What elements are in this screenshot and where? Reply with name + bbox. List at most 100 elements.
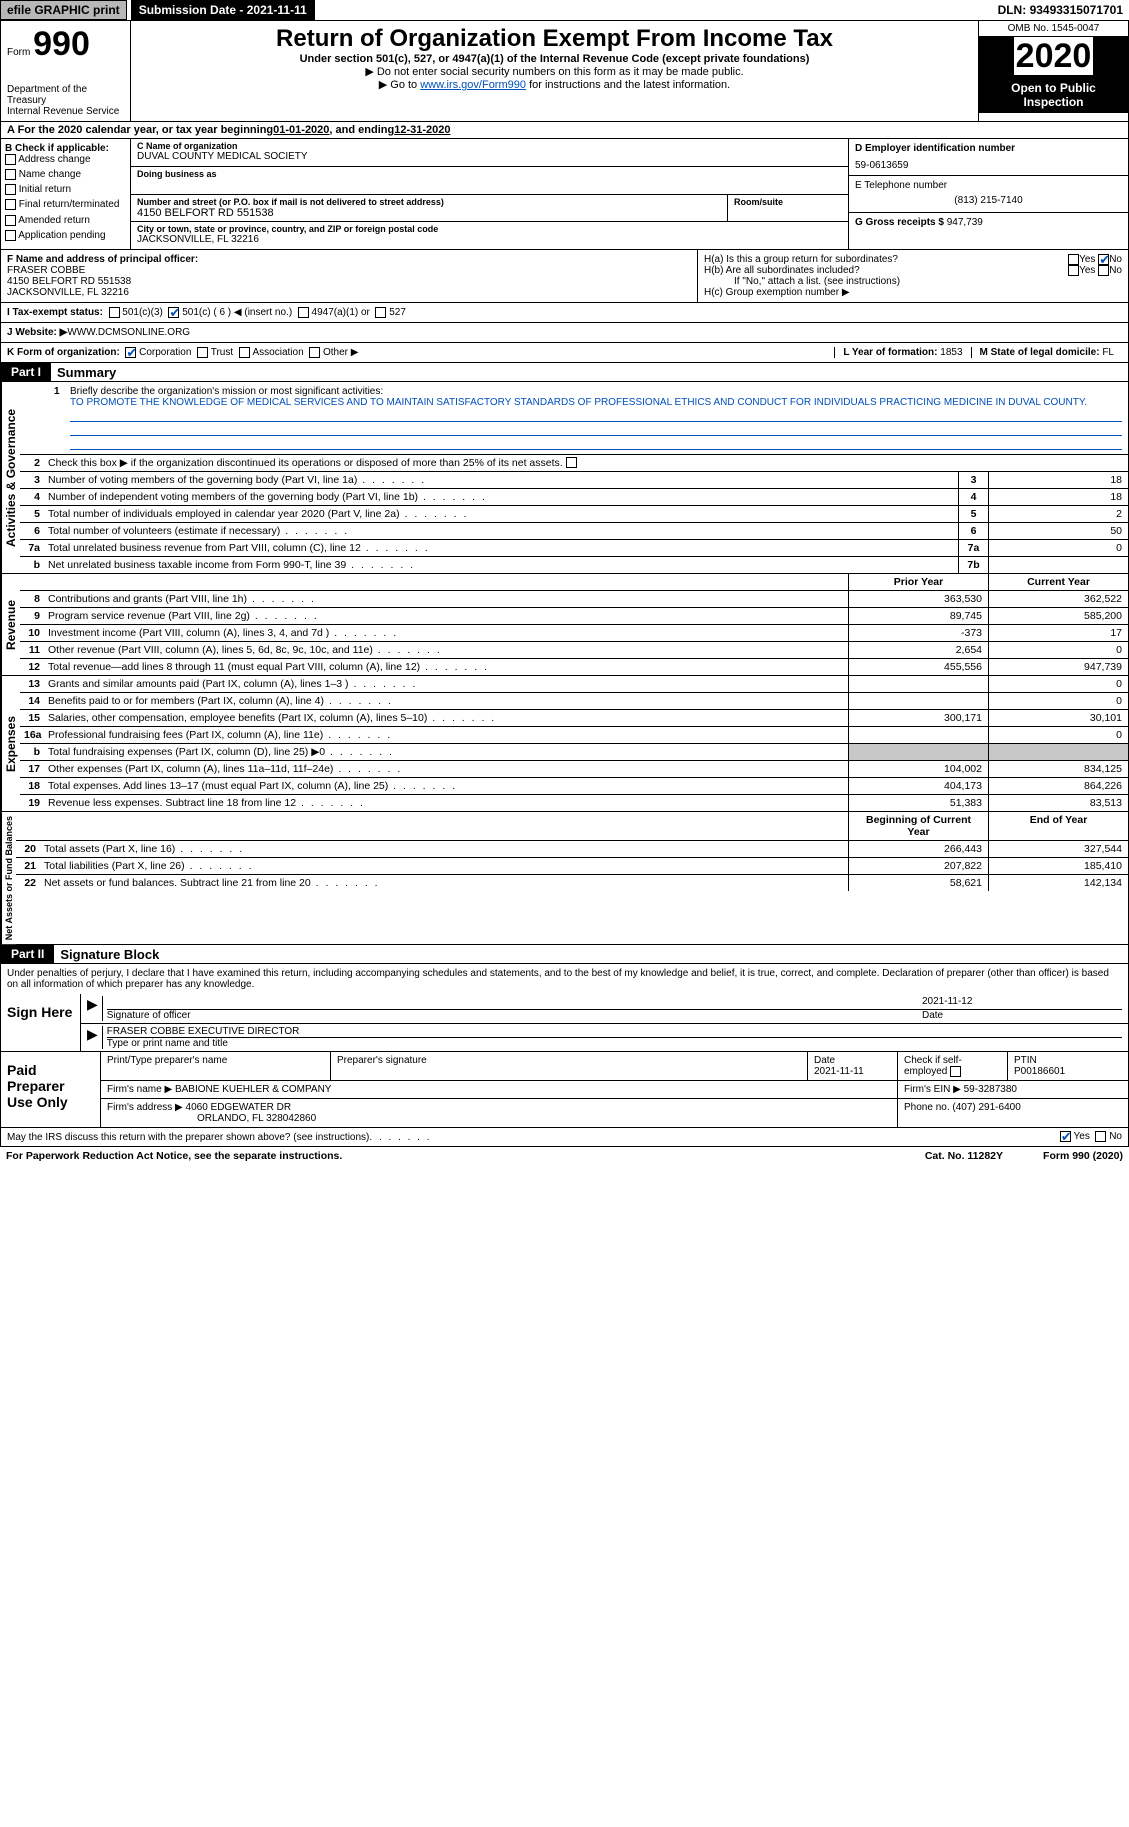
q2-check[interactable] bbox=[566, 457, 577, 468]
check-name-change[interactable]: Name change bbox=[5, 169, 126, 180]
check-app-pending[interactable]: Application pending bbox=[5, 230, 126, 241]
ha-yes[interactable] bbox=[1068, 254, 1079, 265]
box-h: H(a) Is this a group return for subordin… bbox=[698, 250, 1128, 302]
check-final-return[interactable]: Final return/terminated bbox=[5, 199, 126, 210]
current-value: 83,513 bbox=[988, 795, 1128, 811]
prior-value: 300,171 bbox=[848, 710, 988, 726]
row-value: 0 bbox=[988, 540, 1128, 556]
entity-info-block: B Check if applicable: Address change Na… bbox=[0, 139, 1129, 250]
row-value: 50 bbox=[988, 523, 1128, 539]
row-k: K Form of organization: Corporation Trus… bbox=[0, 343, 1129, 363]
k-other[interactable] bbox=[309, 347, 320, 358]
arrow-icon: ▶ bbox=[87, 996, 98, 1021]
governance-section: Activities & Governance 1 Briefly descri… bbox=[0, 382, 1129, 574]
k-trust[interactable] bbox=[197, 347, 208, 358]
current-value: 834,125 bbox=[988, 761, 1128, 777]
cat-no: Cat. No. 11282Y bbox=[925, 1150, 1003, 1162]
col-current-year: Current Year bbox=[988, 574, 1128, 590]
form-title-block: Return of Organization Exempt From Incom… bbox=[131, 21, 978, 121]
page-footer: For Paperwork Reduction Act Notice, see … bbox=[0, 1147, 1129, 1165]
k-assoc[interactable] bbox=[239, 347, 250, 358]
current-value: 0 bbox=[988, 693, 1128, 709]
table-row: 10 Investment income (Part VIII, column … bbox=[20, 625, 1128, 642]
firm-phone: (407) 291-6400 bbox=[952, 1102, 1020, 1113]
self-employed-check[interactable] bbox=[950, 1066, 961, 1077]
table-row: 17 Other expenses (Part IX, column (A), … bbox=[20, 761, 1128, 778]
netassets-section: Net Assets or Fund Balances Beginning of… bbox=[0, 812, 1129, 945]
i-4947[interactable] bbox=[298, 307, 309, 318]
current-value: 585,200 bbox=[988, 608, 1128, 624]
current-value: 17 bbox=[988, 625, 1128, 641]
year-formation: 1853 bbox=[940, 347, 962, 358]
org-city: JACKSONVILLE, FL 32216 bbox=[137, 234, 842, 245]
org-name: DUVAL COUNTY MEDICAL SOCIETY bbox=[137, 151, 842, 162]
prior-value bbox=[848, 693, 988, 709]
omb-number: OMB No. 1545-0047 bbox=[979, 21, 1128, 37]
irs-discuss-no[interactable] bbox=[1095, 1131, 1106, 1142]
table-row: b Total fundraising expenses (Part IX, c… bbox=[20, 744, 1128, 761]
side-label-governance: Activities & Governance bbox=[1, 382, 20, 573]
table-row: 18 Total expenses. Add lines 13–17 (must… bbox=[20, 778, 1128, 795]
preparer-date: 2021-11-11 bbox=[814, 1066, 864, 1077]
ptin: P00186601 bbox=[1014, 1066, 1065, 1077]
col-begin-year: Beginning of Current Year bbox=[848, 812, 988, 840]
side-label-expenses: Expenses bbox=[1, 676, 20, 811]
prior-value: 2,654 bbox=[848, 642, 988, 658]
row-i: I Tax-exempt status: 501(c)(3) 501(c) ( … bbox=[0, 303, 1129, 323]
current-value: 0 bbox=[988, 676, 1128, 692]
row-j: J Website: ▶ WWW.DCMSONLINE.ORG bbox=[0, 323, 1129, 343]
arrow-icon: ▶ bbox=[87, 1026, 98, 1049]
table-row: 8 Contributions and grants (Part VIII, l… bbox=[20, 591, 1128, 608]
mission-text: TO PROMOTE THE KNOWLEDGE OF MEDICAL SERV… bbox=[70, 397, 1087, 408]
table-row: 5 Total number of individuals employed i… bbox=[20, 506, 1128, 523]
prior-value: 58,621 bbox=[848, 875, 988, 891]
col-end-year: End of Year bbox=[988, 812, 1128, 840]
prior-value: 89,745 bbox=[848, 608, 988, 624]
hb-yes[interactable] bbox=[1068, 265, 1079, 276]
current-value: 947,739 bbox=[988, 659, 1128, 675]
col-prior-year: Prior Year bbox=[848, 574, 988, 590]
prior-value bbox=[848, 744, 988, 760]
efile-badge[interactable]: efile GRAPHIC print bbox=[0, 0, 127, 20]
prior-value: 51,383 bbox=[848, 795, 988, 811]
form-title: Return of Organization Exempt From Incom… bbox=[137, 25, 972, 53]
submission-date: Submission Date - 2021-11-11 bbox=[131, 0, 315, 20]
side-label-revenue: Revenue bbox=[1, 574, 20, 675]
hb-no[interactable] bbox=[1098, 265, 1109, 276]
box-b: B Check if applicable: Address change Na… bbox=[1, 139, 131, 249]
table-row: 13 Grants and similar amounts paid (Part… bbox=[20, 676, 1128, 693]
row-value bbox=[988, 557, 1128, 573]
prior-value bbox=[848, 727, 988, 743]
revenue-section: Revenue Prior Year Current Year 8 Contri… bbox=[0, 574, 1129, 676]
current-value bbox=[988, 744, 1128, 760]
form-header: Form 990 Department of the Treasury Inte… bbox=[0, 21, 1129, 122]
table-row: 9 Program service revenue (Part VIII, li… bbox=[20, 608, 1128, 625]
ein: 59-0613659 bbox=[855, 160, 1122, 171]
i-501c[interactable] bbox=[168, 307, 179, 318]
current-value: 30,101 bbox=[988, 710, 1128, 726]
dept-treasury: Department of the Treasury Internal Reve… bbox=[7, 84, 124, 117]
open-to-public: Open to Public Inspection bbox=[979, 77, 1128, 113]
irs-form990-link[interactable]: www.irs.gov/Form990 bbox=[420, 79, 526, 91]
prior-value: 266,443 bbox=[848, 841, 988, 857]
check-address-change[interactable]: Address change bbox=[5, 154, 126, 165]
check-amended[interactable]: Amended return bbox=[5, 215, 126, 226]
k-corp[interactable] bbox=[125, 347, 136, 358]
irs-discuss-yes[interactable] bbox=[1060, 1131, 1071, 1142]
box-deg: D Employer identification number 59-0613… bbox=[848, 139, 1128, 249]
dln: DLN: 93493315071701 bbox=[998, 3, 1129, 17]
signature-block: Under penalties of perjury, I declare th… bbox=[0, 964, 1129, 1052]
table-row: b Net unrelated business taxable income … bbox=[20, 557, 1128, 573]
telephone: (813) 215-7140 bbox=[855, 195, 1122, 206]
i-501c3[interactable] bbox=[109, 307, 120, 318]
irs-discuss-row: May the IRS discuss this return with the… bbox=[0, 1128, 1129, 1146]
prior-value: 207,822 bbox=[848, 858, 988, 874]
current-value: 362,522 bbox=[988, 591, 1128, 607]
prior-value bbox=[848, 676, 988, 692]
table-row: 22 Net assets or fund balances. Subtract… bbox=[16, 875, 1128, 891]
check-initial-return[interactable]: Initial return bbox=[5, 184, 126, 195]
ha-no[interactable] bbox=[1098, 254, 1109, 265]
prior-value: -373 bbox=[848, 625, 988, 641]
gross-receipts: 947,739 bbox=[947, 217, 983, 228]
i-527[interactable] bbox=[375, 307, 386, 318]
